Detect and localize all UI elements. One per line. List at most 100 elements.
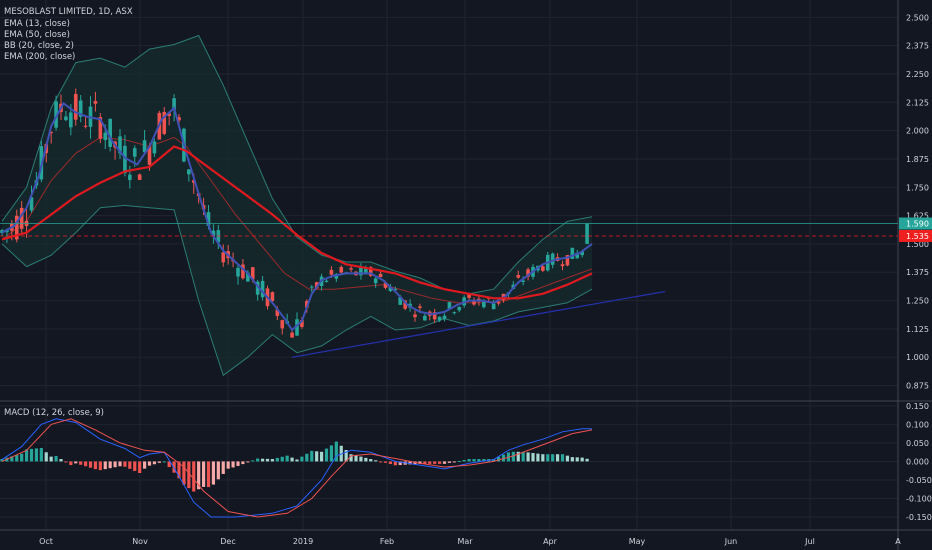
macd-histogram-bar: [79, 461, 83, 465]
candle-body: [309, 286, 314, 288]
price-tick-label: 1.625: [906, 212, 929, 221]
ema-200-line: [1, 145, 593, 300]
price-tick-label: 1.750: [906, 183, 929, 192]
macd-histogram-bar: [177, 461, 181, 479]
indicator-legend: EMA (50, close): [4, 30, 70, 40]
candle-body: [78, 100, 83, 117]
macd-histogram-bar: [551, 454, 555, 462]
macd-histogram-bar: [378, 461, 383, 463]
macd-histogram-bar: [334, 441, 338, 462]
candle-body: [108, 118, 112, 147]
macd-histogram-bar: [142, 461, 147, 469]
candle-body: [521, 280, 525, 282]
macd-histogram-bar: [541, 454, 545, 462]
macd-histogram-bar: [546, 454, 550, 462]
macd-histogram-bar: [280, 456, 284, 462]
candle-body: [142, 140, 147, 153]
price-tick-label: 2.375: [906, 42, 929, 51]
macd-histogram-bar: [565, 455, 570, 462]
candle-body: [103, 132, 108, 140]
macd-histogram-bar: [187, 461, 191, 489]
macd-histogram-bar: [39, 447, 43, 462]
macd-histogram-bar: [265, 458, 270, 462]
price-tick-label: 0.875: [906, 382, 929, 391]
macd-histogram-bar: [423, 461, 427, 464]
macd-histogram-bar: [315, 451, 319, 462]
x-axis-label: Jul: [804, 537, 815, 546]
candle-body: [236, 267, 240, 277]
candle-body: [280, 320, 285, 329]
macd-histogram-bar: [319, 451, 324, 462]
macd-histogram-bar: [501, 454, 506, 462]
candle-body: [368, 267, 373, 276]
macd-histogram-bar: [108, 461, 112, 469]
candle-body: [516, 275, 521, 278]
candle-body: [132, 148, 137, 157]
price-tick-label: 1.500: [906, 240, 929, 249]
x-axis-label: Mar: [457, 537, 473, 546]
candle-body: [147, 146, 152, 165]
macd-histogram-bar: [290, 457, 294, 462]
macd-histogram-bar: [511, 451, 515, 462]
macd-line: [1, 418, 592, 518]
trend-line: [291, 290, 666, 358]
macd-histogram-bar: [103, 461, 107, 470]
macd-histogram-bar: [20, 453, 24, 462]
macd-histogram-bar: [364, 457, 368, 462]
candle-body: [270, 292, 275, 301]
macd-histogram-bar: [34, 448, 39, 462]
macd-histogram-bar: [516, 451, 520, 462]
candle-body: [187, 169, 191, 175]
macd-histogram-bar: [521, 451, 525, 462]
candle-body: [541, 266, 545, 271]
macd-histogram-bar: [442, 461, 447, 464]
candle-body: [73, 93, 78, 120]
candle-body: [359, 266, 363, 276]
macd-histogram-bar: [93, 461, 98, 470]
candle-body: [64, 116, 68, 121]
chart-title: MESOBLAST LIMITED, 1D, ASX: [4, 7, 133, 17]
candle-body: [305, 301, 309, 308]
candle-body: [128, 174, 132, 180]
macd-histogram-bar: [467, 459, 471, 462]
candle-body: [339, 266, 344, 273]
indicator-legend: BB (20, close, 2): [4, 41, 74, 51]
indicator-legend: EMA (200, close): [4, 52, 75, 62]
candle-body: [69, 112, 73, 128]
candle-body: [172, 98, 176, 110]
candle-body: [403, 300, 407, 309]
candle-body: [221, 252, 226, 263]
macd-histogram-bar: [462, 459, 466, 462]
candle-body: [349, 268, 353, 270]
macd-histogram-bar: [133, 461, 137, 471]
price-tick-label: 2.000: [906, 127, 929, 136]
candle-body: [250, 267, 255, 280]
macd-histogram-bar: [74, 461, 78, 464]
candle-body: [442, 315, 447, 319]
macd-histogram-bar: [437, 461, 442, 464]
candle-body: [152, 141, 157, 154]
macd-histogram-bar: [344, 449, 348, 462]
macd-histogram-bar: [128, 461, 132, 469]
candle-body: [290, 332, 294, 338]
candle-body: [118, 136, 122, 154]
macd-histogram-bar: [211, 461, 216, 485]
x-axis-label: Apr: [543, 537, 558, 546]
macd-histogram-bar: [192, 461, 196, 492]
ema-13-line: [1, 101, 593, 332]
macd-tick-label: 0.000: [906, 457, 929, 466]
macd-histogram-bar: [29, 448, 34, 462]
price-tick-label: 1.000: [906, 353, 929, 362]
candle-body: [123, 145, 127, 174]
candle-body: [373, 278, 378, 284]
macd-histogram-bar: [305, 453, 309, 462]
macd-histogram-bar: [260, 458, 265, 462]
candle-body: [300, 319, 304, 327]
candle-body: [491, 303, 496, 310]
candle-body: [457, 306, 462, 311]
macd-histogram-bar: [383, 461, 388, 463]
macd-histogram-bar: [398, 461, 402, 466]
macd-histogram-bar: [123, 461, 127, 467]
candle-body: [177, 117, 181, 121]
candle-body: [393, 288, 398, 291]
